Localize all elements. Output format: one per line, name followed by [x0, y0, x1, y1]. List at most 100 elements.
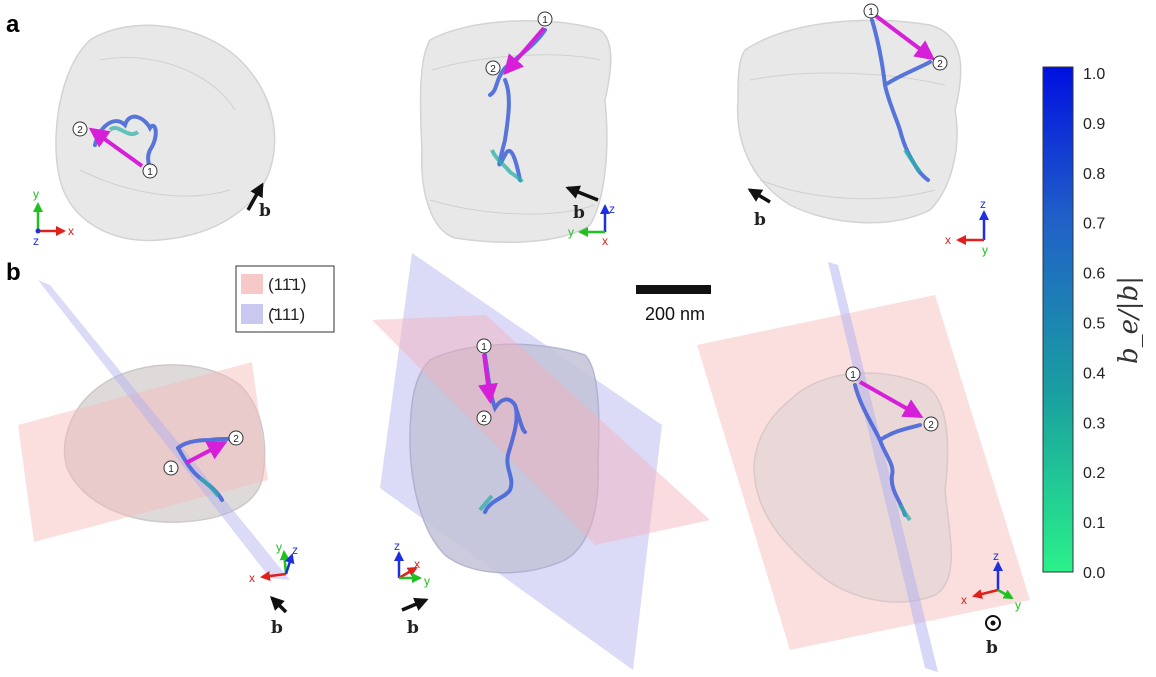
svg-text:y: y [982, 243, 988, 257]
axis-triad-a2: z y x [568, 202, 615, 248]
svg-text:x: x [414, 557, 420, 571]
burgers-vector-label-b1: b [271, 618, 283, 638]
svg-text:x: x [602, 234, 608, 248]
grain-a3 [736, 19, 962, 224]
burgers-vector-arrow-a3 [747, 188, 771, 204]
svg-text:z: z [993, 549, 999, 563]
grain-a2 [419, 19, 612, 243]
colorbar-tick-label: 1.0 [1083, 66, 1105, 83]
svg-text:2: 2 [77, 125, 83, 136]
burgers-vector-label-a3: b [754, 210, 766, 230]
colorbar-tick-label: 0.1 [1083, 515, 1105, 532]
marker-1-a1: 1 [142, 163, 158, 179]
svg-text:y: y [424, 574, 430, 588]
svg-text:1: 1 [542, 15, 548, 26]
marker-2-b2: 2 [476, 410, 492, 426]
svg-text:y: y [1015, 598, 1021, 612]
svg-text:1: 1 [147, 167, 153, 178]
plane-11-1-b2 [372, 315, 710, 545]
burgers-vector-out-of-page-b3 [985, 615, 1001, 631]
svg-text:z: z [609, 202, 615, 216]
panel-label-b: b [6, 259, 21, 286]
dislocation-line-b2 [478, 353, 527, 514]
plane-legend: (11̄1) (̄111) [235, 265, 335, 333]
colorbar-tick-label: 0.2 [1083, 465, 1105, 482]
marker-2-a2: 2 [485, 60, 501, 76]
plane-11-1-b1 [18, 362, 268, 542]
burgers-circuit-arrow-b3 [859, 380, 924, 418]
grain-a1 [55, 24, 276, 242]
svg-text:1: 1 [850, 370, 856, 381]
marker-1-b3: 1 [845, 366, 861, 382]
svg-text:2: 2 [928, 420, 934, 431]
svg-text:x: x [249, 571, 255, 585]
scale-bar-label: 200 nm [645, 304, 705, 324]
legend-label-11-1: (11̄1) [268, 275, 306, 294]
svg-text:1: 1 [481, 342, 487, 353]
svg-text:z: z [292, 543, 298, 557]
marker-2-b1: 2 [228, 430, 244, 446]
colorbar-tick-label: 0.0 [1083, 565, 1105, 582]
burgers-circuit-arrow-b2 [478, 353, 498, 404]
grain-b2 [409, 343, 600, 574]
colorbar-title: b_e/|b| [1114, 276, 1144, 364]
burgers-vector-arrow-a1 [246, 182, 264, 211]
axis-triad-b1: y z x [249, 540, 298, 585]
burgers-circuit-arrow-a2 [503, 26, 546, 76]
marker-1-b1: 1 [163, 460, 179, 476]
plane-111-b3 [828, 262, 938, 672]
legend-label-111: (̄111) [268, 305, 305, 324]
dislocation-line-b1 [176, 436, 234, 502]
svg-text:y: y [568, 225, 574, 239]
plane-111-b1 [38, 280, 290, 580]
svg-text:z: z [980, 197, 986, 211]
legend-swatch-111 [241, 304, 263, 324]
svg-text:1: 1 [168, 464, 174, 475]
svg-text:y: y [33, 187, 39, 201]
svg-text:x: x [945, 233, 951, 247]
grain-b1 [63, 364, 266, 523]
svg-text:1: 1 [868, 7, 874, 18]
panel-label-a: a [6, 11, 20, 38]
marker-1-b2: 1 [476, 338, 492, 354]
colorbar-tick-label: 0.6 [1083, 266, 1105, 283]
legend-swatch-11-1 [241, 274, 263, 294]
axis-triad-a1: y x z [33, 187, 74, 248]
dislocation-line-a1 [93, 114, 158, 174]
colorbar-tick-label: 0.9 [1083, 116, 1105, 133]
scale-bar [636, 285, 711, 294]
svg-text:x: x [68, 224, 74, 238]
burgers-circuit-arrow-a3 [874, 14, 936, 61]
axis-triad-a3: z x y [945, 197, 989, 257]
svg-text:2: 2 [481, 414, 487, 425]
svg-text:y: y [276, 540, 282, 554]
axis-triad-b3: z x y [961, 549, 1021, 612]
marker-2-a1: 2 [72, 121, 88, 137]
svg-text:z: z [394, 539, 400, 553]
axis-triad-b2: z x y [394, 539, 430, 588]
colorbar-tick-label: 0.4 [1083, 365, 1105, 382]
burgers-vector-label-b2: b [407, 618, 419, 638]
burgers-vector-arrow-b1 [270, 596, 288, 614]
marker-2-a3: 2 [932, 55, 948, 71]
burgers-circuit-arrow-a1 [88, 127, 144, 168]
svg-text:2: 2 [490, 64, 496, 75]
dislocation-line-b3 [853, 383, 922, 522]
svg-text:x: x [961, 593, 967, 607]
burgers-circuit-arrow-b1 [185, 441, 228, 465]
burgers-vector-arrow-b2 [401, 597, 429, 612]
colorbar-tick-label: 0.3 [1083, 415, 1105, 432]
marker-2-b3: 2 [923, 416, 939, 432]
dislocation-line-a3 [870, 18, 932, 182]
burgers-vector-label-a1: b [259, 201, 271, 221]
burgers-vector-label-b3: b [986, 638, 998, 658]
colorbar-tick-label: 0.7 [1083, 216, 1105, 233]
svg-text:2: 2 [937, 59, 943, 70]
marker-1-a2: 1 [537, 11, 553, 27]
colorbar-tick-label: 0.5 [1083, 316, 1105, 333]
svg-text:2: 2 [233, 434, 239, 445]
colorbar-tick-label: 0.8 [1083, 166, 1105, 183]
marker-1-a3: 1 [863, 3, 879, 19]
burgers-vector-arrow-a2 [565, 185, 599, 202]
